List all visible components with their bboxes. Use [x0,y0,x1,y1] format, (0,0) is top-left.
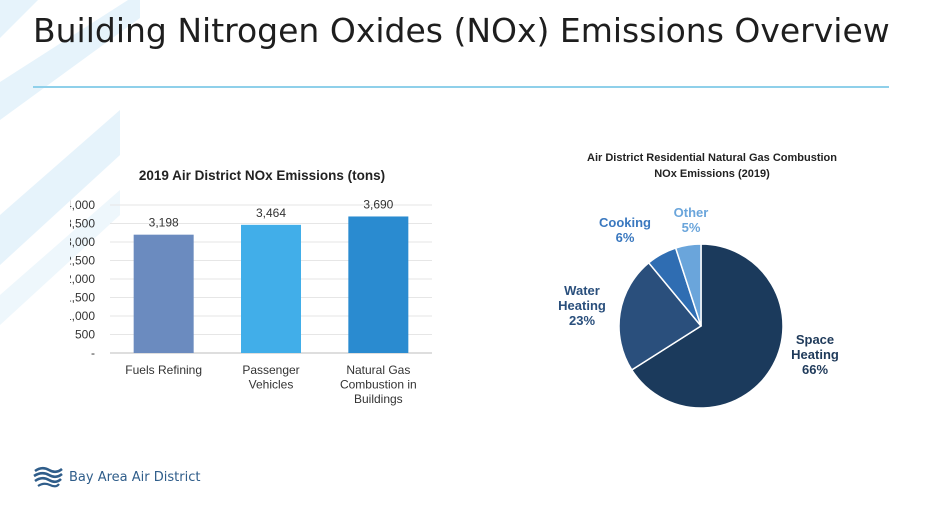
bar [348,216,409,353]
slide-title: Building Nitrogen Oxides (NOx) Emissions… [33,11,890,50]
y-tick-label: 4,000 [70,198,95,212]
pie-slice-label: Heating [791,347,839,362]
title-rule [33,86,889,88]
bay-area-air-district-logo: Bay Area Air District [33,466,200,488]
x-category-label: Vehicles [249,378,294,392]
pie-slice-label: Other [674,205,709,220]
bar-value-label: 3,464 [256,206,286,220]
decorative-stripes [0,0,140,325]
bar [241,224,301,353]
logo-text: Bay Area Air District [69,469,201,485]
y-tick-label: 1,000 [70,309,95,323]
y-tick-label: 500 [75,328,95,342]
pie-pct-label: 5% [682,220,701,235]
bar-value-label: 3,198 [149,216,179,230]
wave-logo-icon [33,466,63,488]
y-tick-label: 3,500 [70,217,95,231]
pie-chart-title: NOx Emissions (2019) [654,168,770,180]
y-tick-label: 3,000 [70,235,95,249]
pie-pct-label: 6% [616,230,635,245]
y-tick-label: 2,000 [70,272,95,286]
pie-chart: Air District Residential Natural Gas Com… [558,152,839,409]
pie-pct-label: 23% [569,313,595,328]
pie-slice-label: Space [796,332,834,347]
bar [133,234,194,353]
y-tick-label: 2,500 [70,254,95,268]
y-tick-label: - [91,346,95,360]
x-category-label: Fuels Refining [125,363,202,377]
pie-slice-label: Water [564,283,600,298]
x-category-label: Passenger [242,363,299,377]
y-tick-label: 1,500 [70,291,95,305]
pie-pct-label: 66% [802,362,828,377]
bar-chart-title: 2019 Air District NOx Emissions (tons) [139,168,385,183]
pie-slice [618,261,703,371]
bar-value-label: 3,690 [363,197,393,211]
pie-slice [674,243,702,327]
pie-slice-label: Heating [558,298,606,313]
bar-chart: 2019 Air District NOx Emissions (tons) - 5… [70,168,432,406]
x-category-label: Natural Gas [346,363,410,377]
pie-slice-label: Cooking [599,215,651,230]
pie-slice [630,243,784,409]
x-category-label: Buildings [354,392,403,406]
x-category-label: Combustion in [340,378,417,392]
pie-chart-title: Air District Residential Natural Gas Com… [587,152,837,164]
